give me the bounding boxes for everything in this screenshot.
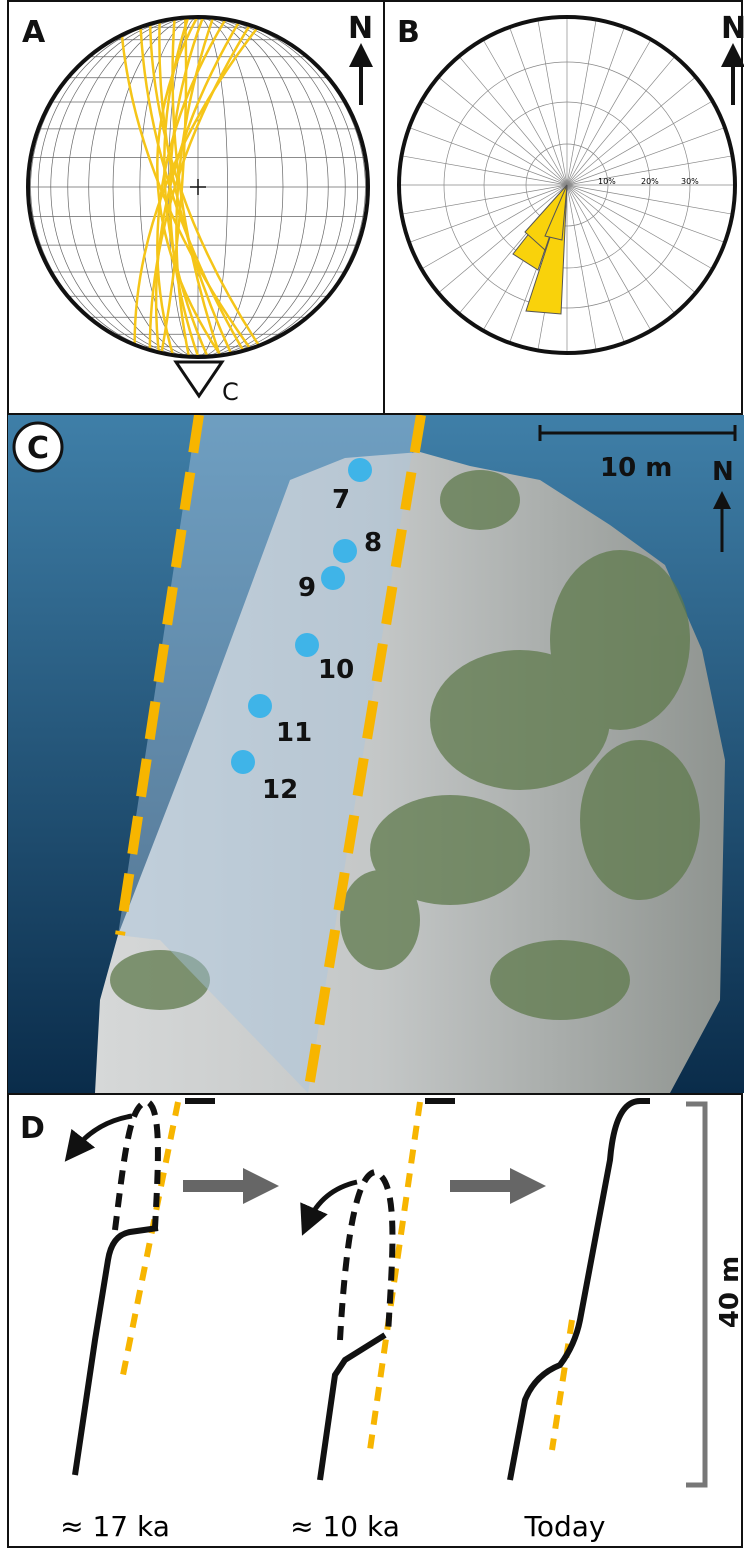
grid-line: [566, 184, 652, 331]
center: [190, 179, 206, 195]
ring-label: 20%: [641, 177, 659, 186]
grid-line: [566, 184, 625, 343]
panel-label: C: [27, 431, 49, 466]
point-label: 8: [364, 528, 382, 558]
scale-bar: [538, 425, 737, 441]
great-circles: [118, 17, 272, 357]
great-circle: [133, 17, 271, 357]
panel-label-badge: [12, 421, 64, 473]
grid-line: [458, 56, 568, 186]
great-circle: [156, 17, 227, 357]
grid-line: [438, 76, 568, 186]
grid-line: [566, 19, 597, 186]
point-label: 9: [298, 573, 316, 603]
grid-line: [566, 76, 696, 186]
grid-line: [401, 155, 568, 186]
grid-line: [401, 184, 568, 215]
grid-line: [409, 184, 568, 243]
grid-line: [566, 184, 713, 270]
great-circle: [148, 17, 272, 357]
grid-line: [566, 39, 652, 186]
grid-line: [438, 184, 568, 294]
stereonet: [26, 15, 370, 359]
grid-line: [537, 19, 568, 186]
great-circle: [154, 17, 247, 357]
grid-line: [566, 184, 597, 351]
ring-label: 10%: [598, 177, 616, 186]
north-label: N: [721, 11, 744, 46]
rose-outline: [397, 15, 737, 355]
grid-line: [566, 155, 733, 186]
grid-line: [421, 100, 568, 186]
grid-line: [566, 27, 625, 186]
grid-line: [566, 184, 676, 314]
grid-line: [566, 127, 725, 186]
panel-label: D: [20, 1111, 45, 1146]
north-label: N: [712, 457, 734, 487]
panel-label: A: [22, 15, 46, 50]
stage-label: ≈ 17 ka: [60, 1510, 170, 1543]
grid-line: [409, 127, 568, 186]
scale-label: 10 m: [600, 453, 672, 483]
grid-line: [566, 184, 725, 243]
great-circle: [118, 17, 262, 357]
stage-label: ≈ 10 ka: [290, 1510, 400, 1543]
grid-line: [566, 100, 713, 186]
point-label: 11: [276, 718, 312, 748]
great-circle: [158, 17, 188, 357]
photo: [8, 415, 744, 1093]
grid-line: [566, 56, 676, 186]
point-label: 7: [332, 485, 350, 515]
grid-line: [566, 184, 696, 294]
point-label: 12: [262, 775, 298, 805]
north-label: N: [348, 11, 373, 46]
grid-line: [421, 184, 568, 270]
grid-line: [482, 39, 568, 186]
stage-label: Today: [524, 1510, 606, 1543]
grid-line: [566, 184, 733, 215]
rose-petals: [512, 184, 568, 315]
sketches: [64, 1098, 708, 1488]
ring-label: 30%: [681, 177, 699, 186]
viewpoint: [173, 360, 225, 399]
point-label: 10: [318, 655, 354, 685]
great-circle: [156, 17, 232, 357]
great-circle: [148, 17, 260, 357]
panel-label: B: [397, 15, 420, 50]
great-circle: [175, 17, 217, 357]
grid-line: [509, 27, 568, 186]
height-label: 40 m: [715, 1256, 744, 1328]
viewpoint-label: C: [222, 378, 239, 406]
